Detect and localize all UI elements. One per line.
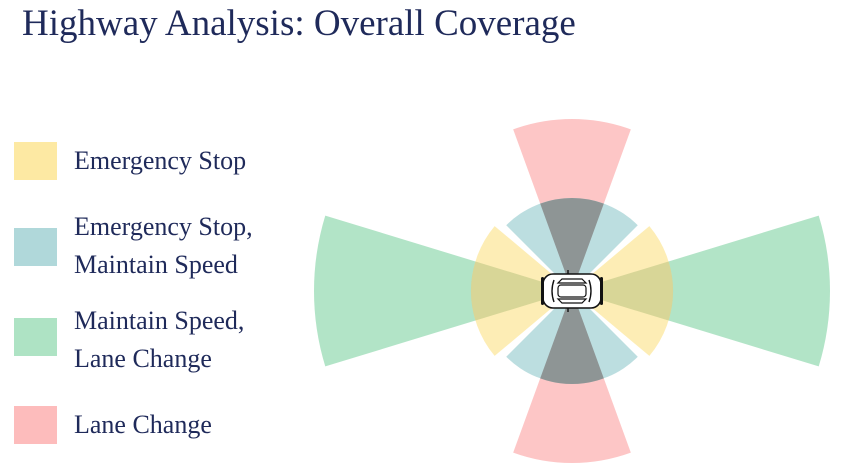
sector-overlap-right (572, 261, 673, 321)
legend-label-line: Lane Change (74, 344, 212, 373)
legend-label-emergency-stop-maintain-speed: Emergency Stop, Maintain Speed (74, 208, 253, 284)
coverage-sectors (313, 118, 830, 463)
sector-overlap-rear (540, 291, 604, 385)
sector-long-left (313, 215, 572, 367)
legend-swatch-emergency-stop-maintain-speed (14, 228, 57, 266)
legend-label-emergency-stop: Emergency Stop (74, 142, 246, 180)
sector-overlap-left (471, 261, 572, 321)
legend-label-line: Lane Change (74, 410, 212, 439)
car-icon (541, 270, 603, 312)
legend-label-line: Emergency Stop (74, 146, 247, 175)
sector-long-right (572, 215, 830, 367)
sector-overlap-front (540, 197, 604, 291)
legend-label-line: Maintain Speed, (74, 306, 245, 335)
legend-swatch-maintain-speed-lane-change (14, 318, 57, 356)
legend-label-line: Maintain Speed (74, 250, 238, 279)
page-title: Highway Analysis: Overall Coverage (22, 3, 576, 44)
legend-swatch-emergency-stop (14, 142, 57, 180)
legend-label-lane-change: Lane Change (74, 406, 212, 444)
legend-label-maintain-speed-lane-change: Maintain Speed, Lane Change (74, 302, 244, 378)
legend-label-line: Emergency Stop, (74, 212, 253, 241)
legend-swatch-lane-change (14, 406, 57, 444)
